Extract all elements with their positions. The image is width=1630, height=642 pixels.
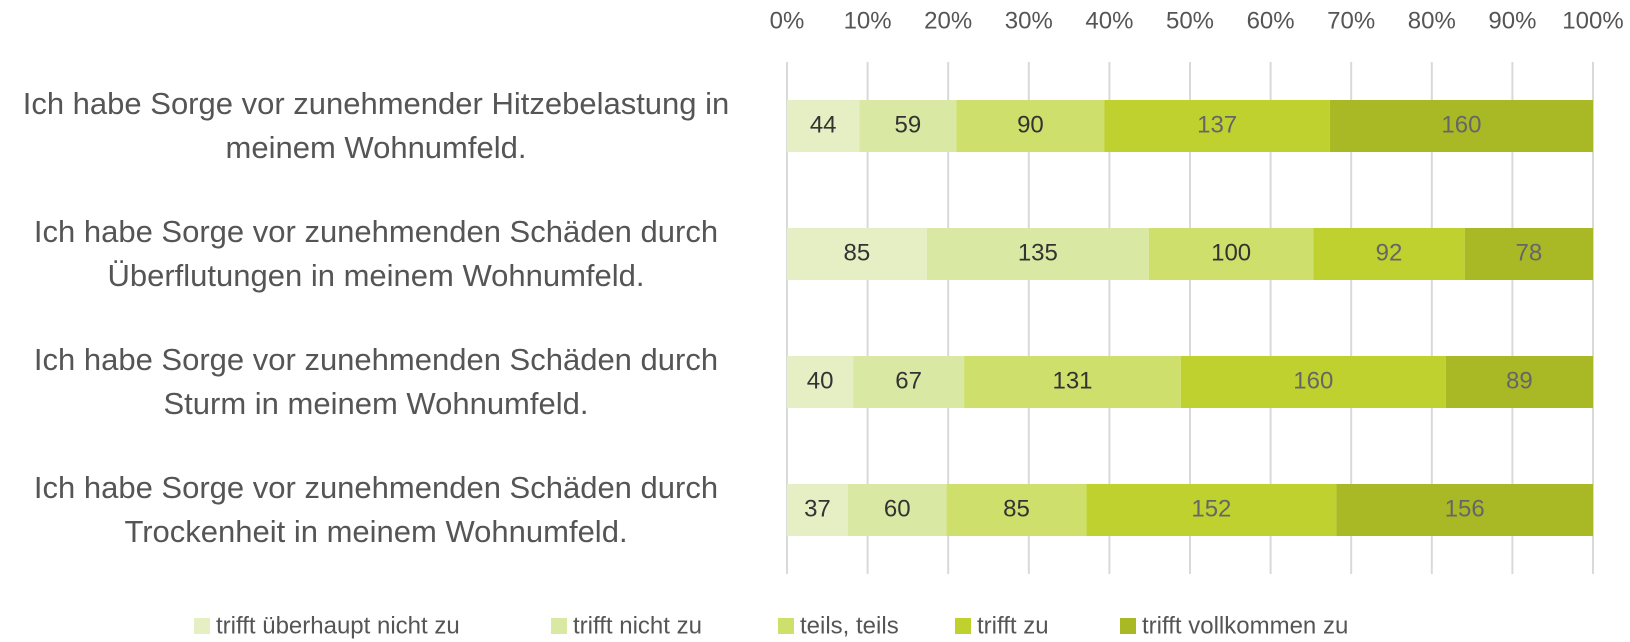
legend-swatch <box>955 618 971 634</box>
bar-segment <box>964 356 1181 408</box>
bar-segment <box>956 100 1105 152</box>
x-tick-label: 100% <box>1562 7 1623 34</box>
x-tick-label: 50% <box>1166 7 1214 34</box>
legend-label: trifft zu <box>977 612 1049 639</box>
category-label: Ich habe Sorge vor zunehmenden Schäden d… <box>33 470 719 549</box>
bar-segment <box>847 484 947 536</box>
data-label: 152 <box>1191 495 1231 522</box>
bar-segment <box>1313 228 1465 280</box>
bar-segment <box>1148 228 1314 280</box>
bar-segment <box>787 356 854 408</box>
data-label: 100 <box>1211 239 1251 266</box>
bar-segment <box>946 484 1087 536</box>
bar-segment <box>787 100 860 152</box>
data-label: 67 <box>895 367 922 394</box>
data-label: 85 <box>1003 495 1030 522</box>
data-label: 135 <box>1018 239 1058 266</box>
legend-swatch <box>1120 618 1136 634</box>
data-label: 137 <box>1197 111 1237 138</box>
data-label: 85 <box>844 239 871 266</box>
legend-swatch <box>551 618 567 634</box>
x-tick-label: 90% <box>1488 7 1536 34</box>
x-tick-label: 0% <box>770 7 805 34</box>
x-tick-label: 10% <box>844 7 892 34</box>
data-label: 60 <box>884 495 911 522</box>
data-label: 160 <box>1441 111 1481 138</box>
legend-swatch <box>194 618 210 634</box>
bar-segment <box>859 100 957 152</box>
data-label: 78 <box>1515 239 1542 266</box>
data-label: 90 <box>1017 111 1044 138</box>
legend-label: trifft vollkommen zu <box>1142 612 1348 639</box>
bar-segment <box>1445 356 1593 408</box>
bar-segment <box>1329 100 1593 152</box>
category-label: Ich habe Sorge vor zunehmenden Schäden d… <box>33 214 719 293</box>
x-tick-label: 20% <box>924 7 972 34</box>
bar-segment <box>1086 484 1337 536</box>
bar-segment <box>787 484 848 536</box>
data-label: 131 <box>1052 367 1092 394</box>
x-tick-label: 70% <box>1327 7 1375 34</box>
x-tick-label: 80% <box>1408 7 1456 34</box>
legend-label: trifft nicht zu <box>573 612 702 639</box>
data-label: 59 <box>895 111 922 138</box>
category-label: Ich habe Sorge vor zunehmenden Schäden d… <box>33 342 719 421</box>
data-label: 160 <box>1293 367 1333 394</box>
bar-segment <box>853 356 965 408</box>
data-label: 89 <box>1506 367 1533 394</box>
bar-segment <box>787 228 927 280</box>
data-label: 40 <box>807 367 834 394</box>
legend-label: teils, teils <box>800 612 899 639</box>
bar-segment <box>1104 100 1330 152</box>
x-tick-label: 40% <box>1085 7 1133 34</box>
x-tick-label: 30% <box>1005 7 1053 34</box>
x-tick-label: 60% <box>1247 7 1295 34</box>
bar-segment <box>1464 228 1593 280</box>
data-label: 156 <box>1445 495 1485 522</box>
bar-segment <box>926 228 1149 280</box>
legend-swatch <box>778 618 794 634</box>
bar-segment <box>1180 356 1446 408</box>
data-label: 44 <box>810 111 837 138</box>
data-label: 37 <box>804 495 831 522</box>
category-label: Ich habe Sorge vor zunehmender Hitzebela… <box>22 86 730 165</box>
bar-segment <box>1336 484 1593 536</box>
legend-label: trifft überhaupt nicht zu <box>216 612 460 639</box>
data-label: 92 <box>1376 239 1403 266</box>
